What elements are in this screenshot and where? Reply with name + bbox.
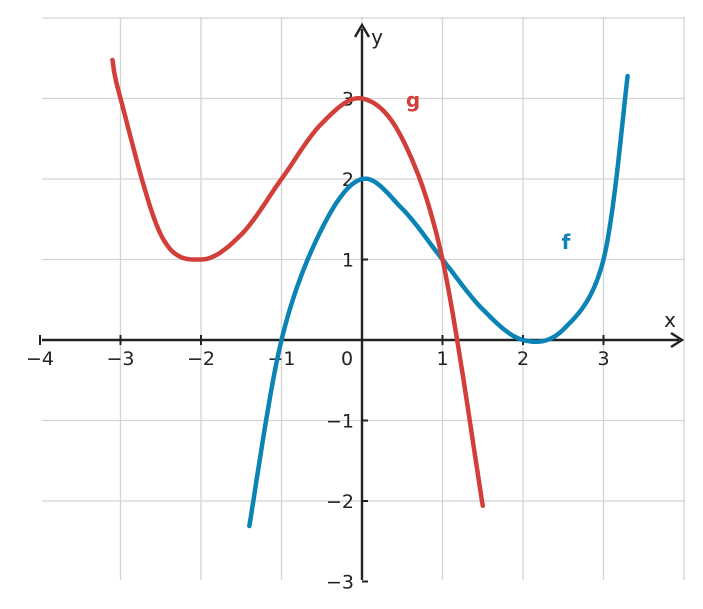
y-tick-label: −3 xyxy=(326,572,354,594)
x-tick-label: −2 xyxy=(187,348,215,370)
x-axis-arrow-icon xyxy=(670,331,685,349)
curves xyxy=(110,57,630,529)
curve-label-g: g xyxy=(406,88,420,112)
y-tick-label: 1 xyxy=(342,250,354,272)
curve-g xyxy=(110,57,486,509)
labels: x y f g xyxy=(371,25,676,332)
x-tick-label: 0 xyxy=(341,348,353,370)
x-tick-label: −3 xyxy=(106,348,134,370)
y-tick-label: −2 xyxy=(326,491,354,513)
axes xyxy=(42,22,685,580)
x-axis-label: x xyxy=(664,308,676,332)
y-axis-arrow-icon xyxy=(353,22,371,38)
x-tick-label: −1 xyxy=(267,348,295,370)
y-tick-label: −1 xyxy=(326,411,354,433)
x-tick-label: 3 xyxy=(597,348,609,370)
curve-label-f: f xyxy=(562,230,571,254)
x-tick-label: −4 xyxy=(26,348,54,370)
x-tick-label: 2 xyxy=(517,348,529,370)
y-axis-label: y xyxy=(371,25,383,49)
x-tick-label: 1 xyxy=(436,348,448,370)
